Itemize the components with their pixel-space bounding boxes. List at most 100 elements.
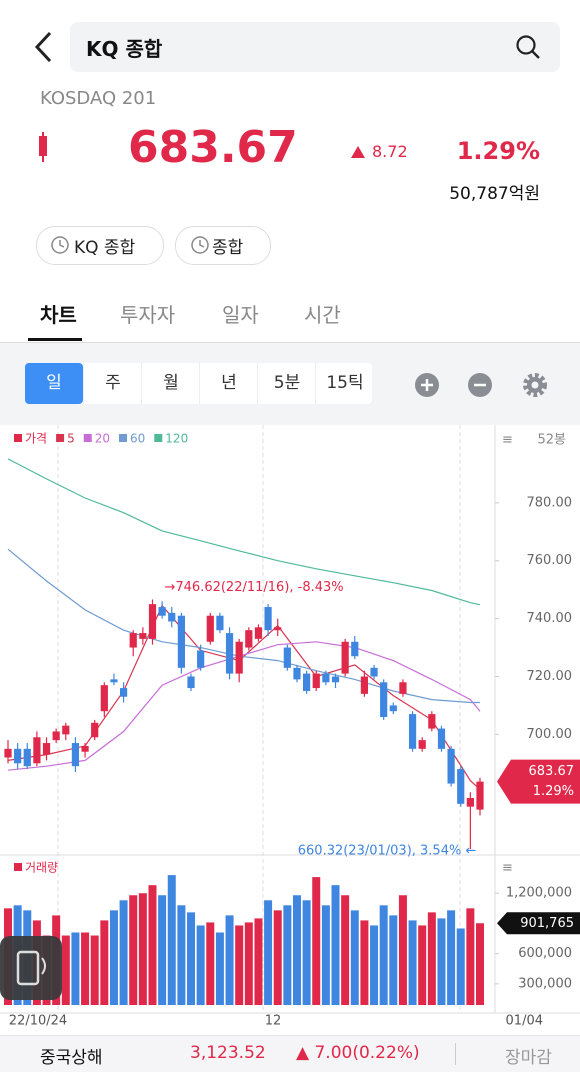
tab[interactable]: 시간 [304,303,341,327]
rotate-icon [16,950,46,986]
clock-icon [191,236,209,254]
candle-body [4,748,12,758]
volume-bar [158,895,167,1005]
candle-body [206,615,214,642]
amount: 50,787억원 [449,184,540,204]
legend-swatch [154,434,163,442]
volume-bar [398,895,407,1005]
up-arrow [351,146,365,158]
tab[interactable]: 투자자 [120,303,176,327]
volume-bar [196,925,205,1005]
settings[interactable] [523,373,547,397]
candle-body [225,633,234,674]
candle-body [81,745,89,752]
candle-body [245,630,253,648]
footer-divider [455,1043,456,1065]
tab-active[interactable]: 차트 [40,303,77,327]
chart: ≡ ≡ 52봉 가격 5 20 60 120 780.00 760.00 740.00 720.00 7… [0,425,580,1035]
candle-body [62,725,70,735]
price: 683.67 [128,122,298,173]
change: 8.72 [372,142,408,161]
y-tick-label: 740.00 [527,611,573,626]
volume-bar [148,885,157,1005]
volume-bar [466,908,475,1005]
period-option[interactable]: 5분 [257,363,316,404]
candle-body [476,781,484,810]
volume-bar [100,920,109,1005]
candle-body [360,676,369,694]
candle-body [129,633,137,648]
volume-bar [109,910,118,1005]
back-button[interactable] [32,30,56,64]
x-tick-label: 12 [265,1014,282,1029]
bar-count: 52봉 [537,433,566,448]
footer-status[interactable]: 장마감 [505,1048,552,1068]
candle-body [331,676,340,683]
volume-bar [177,905,186,1005]
chip[interactable] [36,226,164,265]
candle-body [14,748,22,764]
period-option[interactable]: 월 [141,363,200,404]
period-active[interactable] [25,363,83,404]
volume-bar [138,893,147,1005]
tab[interactable]: 일자 [222,303,259,327]
volume-title: 거래량 [25,861,58,875]
volume-bar [370,925,379,1005]
volume-bar [244,922,253,1005]
candle-body [303,673,311,691]
period-option[interactable]: 일 [46,373,62,393]
volume-bar [61,935,70,1005]
search-icon[interactable] [514,33,542,61]
period-option[interactable]: 주 [83,363,142,404]
volume-bar [312,877,321,1005]
legend-label: 5 [67,432,75,446]
candle-body [312,673,320,689]
candle-body [274,627,282,631]
candle-body [187,676,195,689]
menu-icon: ≡ [502,861,513,876]
volume-bar [206,922,215,1005]
candle-body [341,641,349,674]
chip-label: 종합 [212,238,244,258]
rotate-button[interactable] [0,936,62,1000]
footer-change: ▲ 7.00(0.22%) [296,1043,420,1063]
candle-body [283,647,291,668]
high-annotation: →746.62(22/11/16), -8.43% [164,580,343,595]
legend-label: 120 [165,432,188,446]
y-tick-label: 780.00 [527,495,573,510]
candle-body [158,607,166,616]
candle-body [33,737,41,764]
clock-icon [51,236,69,254]
candle-body [139,633,147,639]
volume-bar [81,932,90,1005]
candle-body [408,714,417,749]
candle-body [197,650,205,668]
legend-swatch [119,434,128,442]
volume-tick-label: 600,000 [518,946,572,961]
zoom-in[interactable] [415,373,439,397]
volume-tag [497,912,580,935]
legend-label: 가격 [25,432,47,446]
volume-bar [447,910,456,1005]
low-annotation: 660.32(23/01/03), 3.54% ← [298,844,477,859]
volume-bar [129,895,138,1005]
volume-bar [321,905,330,1005]
candle-body [380,682,388,717]
candle-body [351,641,359,657]
menu-icon: ≡ [502,433,513,448]
volume-bar [90,935,99,1005]
volume-bar [408,920,417,1005]
candle-body [437,728,446,749]
legend-swatch [14,863,22,871]
period-option[interactable]: 15틱 [315,363,374,404]
price-tag [497,759,580,804]
period-option[interactable]: 년 [199,363,258,404]
zoom-out[interactable] [468,373,492,397]
tab-underline [28,338,82,341]
y-tick-label: 700.00 [527,727,573,742]
chip[interactable] [175,226,271,265]
candle-body [370,667,378,677]
legend-swatch [56,434,65,442]
candle-body [71,743,80,767]
search-box[interactable] [70,22,560,72]
